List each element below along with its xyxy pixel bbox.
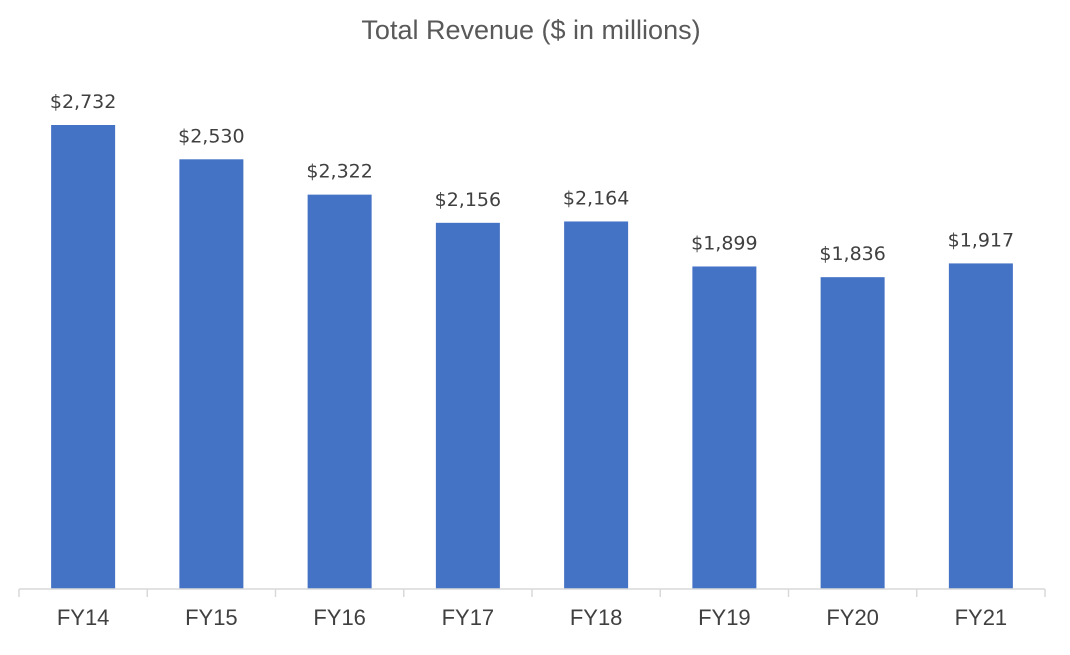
x-tick-label-fy21: FY21 <box>955 605 1008 630</box>
bar-fy18 <box>564 221 629 590</box>
data-label-fy21: $1,917 <box>948 229 1014 251</box>
x-tick-label-fy19: FY19 <box>698 605 751 630</box>
bar-fy17 <box>435 222 500 589</box>
x-tick-label-fy17: FY17 <box>442 605 495 630</box>
data-label-fy16: $2,322 <box>306 161 372 183</box>
x-tick-label-fy20: FY20 <box>826 605 879 630</box>
x-axis-ticks-group: FY14 FY15 FY16 FY17 FY18 FY19 FY20 FY21 <box>18 589 1046 630</box>
data-label-fy17: $2,156 <box>435 189 501 211</box>
data-label-fy20: $1,836 <box>819 243 885 265</box>
x-tick-label-fy14: FY14 <box>57 605 110 630</box>
data-label-fy15: $2,530 <box>178 125 244 147</box>
bars-group <box>51 125 1013 590</box>
data-label-fy18: $2,164 <box>563 187 629 209</box>
x-tick-label-fy15: FY15 <box>185 605 238 630</box>
bar-fy20 <box>820 277 885 589</box>
x-tick-label-fy16: FY16 <box>313 605 366 630</box>
data-label-fy14: $2,732 <box>50 91 116 113</box>
x-tick-label-fy18: FY18 <box>570 605 623 630</box>
bar-fy16 <box>307 194 372 589</box>
bar-fy21 <box>948 263 1013 589</box>
data-label-fy19: $1,899 <box>691 232 757 254</box>
data-labels-group: $2,732 $2,530 $2,322 $2,156 $2,164 $1,899 $1,8… <box>50 91 1014 265</box>
bar-fy14 <box>51 125 116 589</box>
chart-title: Total Revenue ($ in millions) <box>361 15 700 45</box>
bar-fy15 <box>179 159 244 589</box>
bar-fy19 <box>692 266 757 589</box>
